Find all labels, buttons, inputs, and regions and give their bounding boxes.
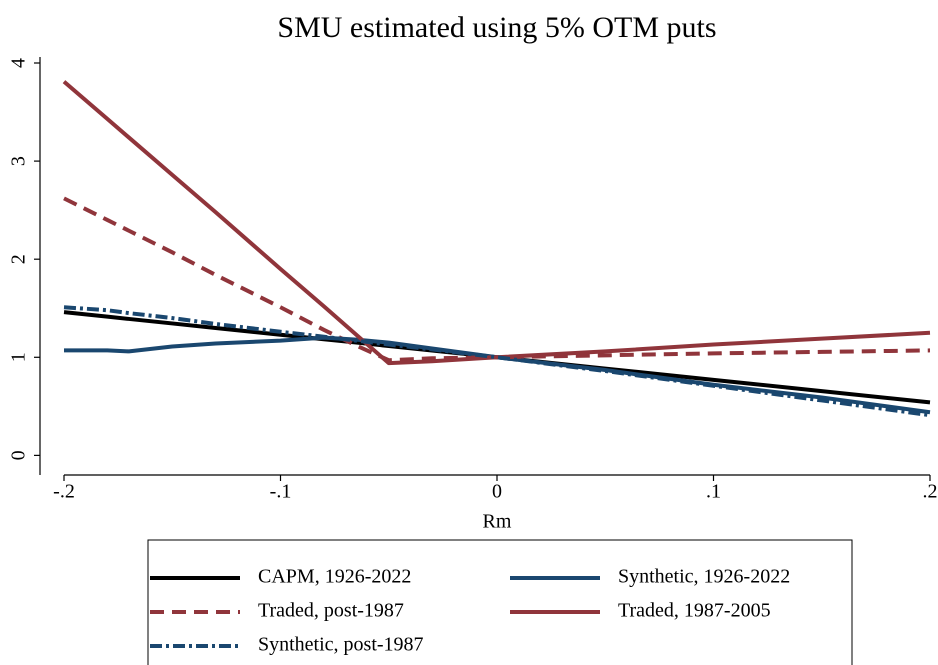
data-line [63,305,931,418]
x-tick-label: 0 [492,481,502,503]
x-tick-label: .2 [923,481,938,503]
y-tick-label: 1 [8,352,30,362]
legend-label: Synthetic, 1926-2022 [618,566,790,588]
data-line [63,196,931,363]
x-axis-label: Rm [483,511,512,533]
legend-label: Traded, 1987-2005 [618,600,771,622]
y-tick-label: 0 [8,450,30,460]
chart-title: SMU estimated using 5% OTM puts [277,11,716,44]
legend-box [147,539,853,665]
data-line [62,80,931,366]
legend-label: CAPM, 1926-2022 [258,566,411,588]
legend-label: Traded, post-1987 [258,600,404,622]
y-tick-label: 2 [8,254,30,264]
x-tick-label: -.1 [270,481,292,503]
legend-label: Synthetic, post-1987 [258,634,424,656]
y-tick-label: 4 [8,58,30,68]
y-tick-label: 3 [8,156,30,166]
data-line [64,335,931,415]
x-tick-label: -.2 [53,481,75,503]
x-tick-label: .1 [706,481,721,503]
